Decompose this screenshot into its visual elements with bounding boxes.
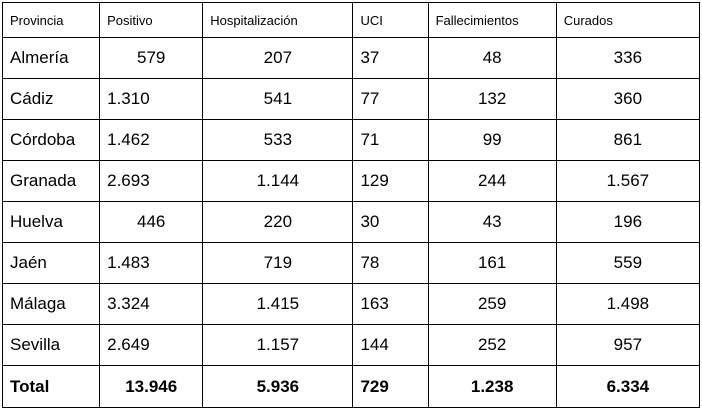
cell-curados: 1.567 xyxy=(555,160,701,202)
cell-positivo: 2.649 xyxy=(99,324,204,366)
cell-fallecimientos: 43 xyxy=(427,201,557,243)
cell-hospitalizacion: 1.144 xyxy=(202,160,354,202)
total-label: Total xyxy=(1,365,101,408)
cell-positivo: 446 xyxy=(99,201,204,243)
table-row: Málaga 3.324 1.415 163 259 1.498 xyxy=(1,283,701,325)
cell-fallecimientos: 252 xyxy=(427,324,557,366)
cell-hospitalizacion: 220 xyxy=(202,201,354,243)
header-positivo: Positivo xyxy=(99,2,204,38)
table-row: Granada 2.693 1.144 129 244 1.567 xyxy=(1,160,701,202)
total-positivo: 13.946 xyxy=(99,365,204,408)
cell-fallecimientos: 48 xyxy=(427,37,557,79)
cell-hospitalizacion: 207 xyxy=(202,37,354,79)
total-uci: 729 xyxy=(352,365,429,408)
cell-provincia: Jaén xyxy=(1,242,101,284)
cell-positivo: 1.483 xyxy=(99,242,204,284)
cell-fallecimientos: 161 xyxy=(427,242,557,284)
cell-fallecimientos: 99 xyxy=(427,119,557,161)
cell-provincia: Córdoba xyxy=(1,119,101,161)
cell-provincia: Cádiz xyxy=(1,78,101,120)
cell-uci: 30 xyxy=(352,201,429,243)
covid-province-table: Provincia Positivo Hospitalización UCI F… xyxy=(1,2,701,408)
cell-uci: 77 xyxy=(352,78,429,120)
total-fallecimientos: 1.238 xyxy=(427,365,557,408)
cell-uci: 37 xyxy=(352,37,429,79)
cell-curados: 861 xyxy=(555,119,701,161)
cell-positivo: 2.693 xyxy=(99,160,204,202)
cell-fallecimientos: 132 xyxy=(427,78,557,120)
total-curados: 6.334 xyxy=(555,365,701,408)
table-row: Córdoba 1.462 533 71 99 861 xyxy=(1,119,701,161)
table-row: Jaén 1.483 719 78 161 559 xyxy=(1,242,701,284)
cell-provincia: Huelva xyxy=(1,201,101,243)
table-row: Huelva 446 220 30 43 196 xyxy=(1,201,701,243)
cell-positivo: 3.324 xyxy=(99,283,204,325)
cell-curados: 360 xyxy=(555,78,701,120)
cell-curados: 559 xyxy=(555,242,701,284)
header-hospitalizacion: Hospitalización xyxy=(202,2,354,38)
cell-curados: 336 xyxy=(555,37,701,79)
total-hospitalizacion: 5.936 xyxy=(202,365,354,408)
cell-provincia: Granada xyxy=(1,160,101,202)
cell-hospitalizacion: 1.415 xyxy=(202,283,354,325)
cell-provincia: Sevilla xyxy=(1,324,101,366)
cell-curados: 957 xyxy=(555,324,701,366)
cell-positivo: 1.462 xyxy=(99,119,204,161)
total-row: Total 13.946 5.936 729 1.238 6.334 xyxy=(1,365,701,408)
cell-provincia: Málaga xyxy=(1,283,101,325)
cell-provincia: Almería xyxy=(1,37,101,79)
cell-curados: 1.498 xyxy=(555,283,701,325)
header-fallecimientos: Fallecimientos xyxy=(427,2,557,38)
cell-uci: 78 xyxy=(352,242,429,284)
cell-hospitalizacion: 719 xyxy=(202,242,354,284)
cell-uci: 71 xyxy=(352,119,429,161)
header-curados: Curados xyxy=(555,2,701,38)
table-row: Sevilla 2.649 1.157 144 252 957 xyxy=(1,324,701,366)
cell-uci: 163 xyxy=(352,283,429,325)
cell-uci: 144 xyxy=(352,324,429,366)
table-row: Almería 579 207 37 48 336 xyxy=(1,37,701,79)
table-row: Cádiz 1.310 541 77 132 360 xyxy=(1,78,701,120)
cell-uci: 129 xyxy=(352,160,429,202)
cell-fallecimientos: 244 xyxy=(427,160,557,202)
cell-positivo: 579 xyxy=(99,37,204,79)
header-row: Provincia Positivo Hospitalización UCI F… xyxy=(1,2,701,38)
header-uci: UCI xyxy=(352,2,429,38)
header-provincia: Provincia xyxy=(1,2,101,38)
cell-hospitalizacion: 1.157 xyxy=(202,324,354,366)
cell-hospitalizacion: 533 xyxy=(202,119,354,161)
cell-hospitalizacion: 541 xyxy=(202,78,354,120)
cell-positivo: 1.310 xyxy=(99,78,204,120)
cell-fallecimientos: 259 xyxy=(427,283,557,325)
cell-curados: 196 xyxy=(555,201,701,243)
